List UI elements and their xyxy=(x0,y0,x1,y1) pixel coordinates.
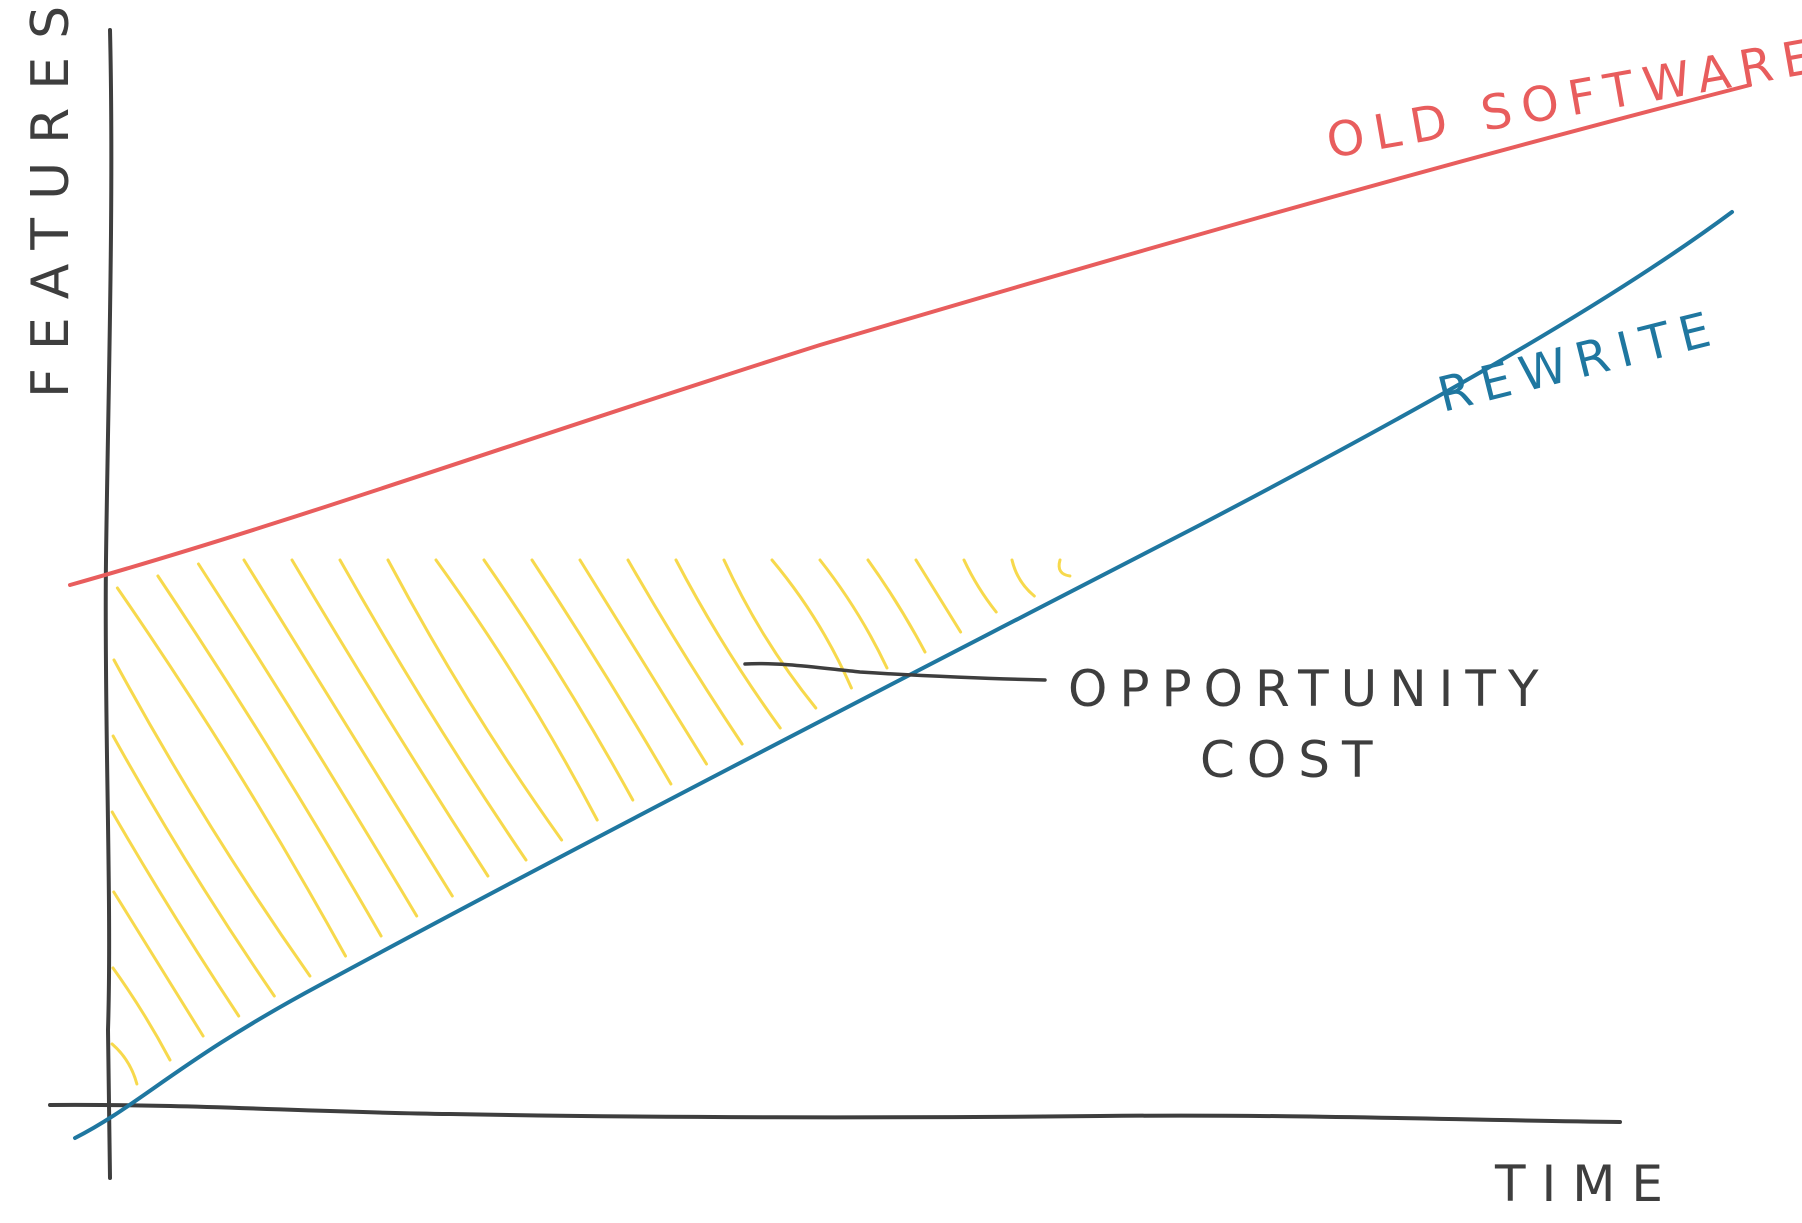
hatch-stroke xyxy=(914,558,963,634)
hatch-stroke xyxy=(110,1042,139,1086)
rewrite-line xyxy=(73,210,1734,1140)
y-axis xyxy=(103,28,114,1180)
hatch-stroke xyxy=(866,558,927,654)
hatch-stroke xyxy=(1057,558,1072,578)
hatch-stroke xyxy=(112,658,312,978)
opportunity-cost-hatching xyxy=(110,558,1072,1086)
annotation-leader-line xyxy=(743,661,1047,682)
old-software-line xyxy=(68,83,1752,587)
hatch-stroke xyxy=(338,558,528,862)
hatch-stroke xyxy=(386,558,564,842)
hatch-stroke xyxy=(674,558,782,730)
hatch-stroke xyxy=(530,558,673,786)
hatch-stroke xyxy=(156,574,383,938)
hatch-stroke xyxy=(626,558,744,746)
hatch-stroke xyxy=(115,586,347,958)
hatch-stroke xyxy=(110,810,241,1018)
hatch-stroke xyxy=(242,558,454,898)
annotation-line-2: COST xyxy=(1200,731,1385,789)
hatch-stroke xyxy=(578,558,708,766)
hatch-stroke xyxy=(111,966,172,1062)
x-axis-label: TIME xyxy=(1494,1155,1679,1213)
hatch-stroke xyxy=(111,734,276,998)
hatch-stroke xyxy=(818,558,889,670)
rewrite-label: REWRITE xyxy=(1432,300,1725,424)
old-software-label: OLD SOFTWARE xyxy=(1322,27,1802,169)
x-axis xyxy=(48,1102,1622,1124)
hatch-stroke xyxy=(722,558,818,710)
hatch-stroke xyxy=(112,890,205,1038)
hatch-stroke xyxy=(197,562,419,918)
hatch-stroke xyxy=(482,558,635,802)
y-axis-label: FEATURES xyxy=(21,0,81,398)
hatch-stroke xyxy=(290,558,490,878)
annotation-line-1: OPPORTUNITY xyxy=(1068,660,1551,718)
hatch-stroke xyxy=(962,558,998,614)
hatch-stroke xyxy=(434,558,599,822)
hatch-stroke xyxy=(1010,558,1036,598)
